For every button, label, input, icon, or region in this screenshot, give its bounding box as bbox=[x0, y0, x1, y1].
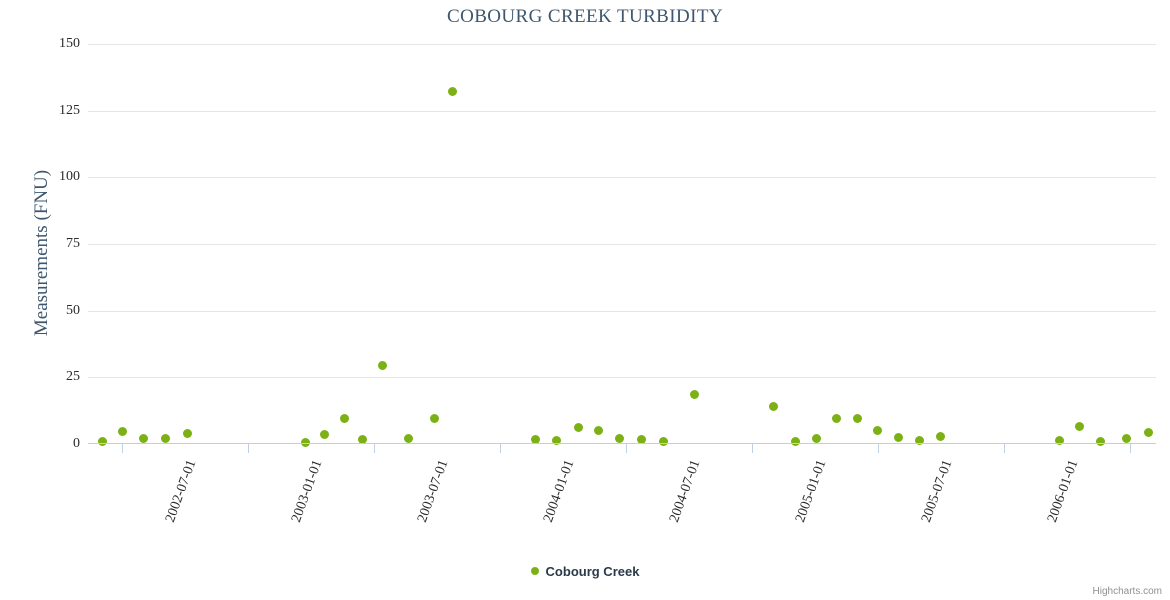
data-point[interactable] bbox=[893, 432, 903, 442]
y-tick-labels: 0 25 50 75 100 125 150 bbox=[59, 36, 1156, 451]
x-tick-mark bbox=[752, 444, 753, 453]
data-point[interactable] bbox=[447, 86, 457, 96]
gridline bbox=[88, 44, 1156, 45]
data-point[interactable] bbox=[300, 437, 310, 447]
x-tick-label: 2003-07-01 bbox=[414, 458, 452, 525]
x-tick-mark bbox=[248, 444, 249, 453]
data-point[interactable] bbox=[429, 413, 439, 423]
data-point[interactable] bbox=[1121, 433, 1131, 443]
data-point[interactable] bbox=[768, 401, 778, 411]
data-point[interactable] bbox=[1143, 427, 1153, 437]
data-point[interactable] bbox=[551, 435, 561, 445]
y-tick-label: 75 bbox=[66, 236, 80, 251]
data-point[interactable] bbox=[182, 428, 192, 438]
data-point[interactable] bbox=[403, 433, 413, 443]
data-point[interactable] bbox=[319, 429, 329, 439]
data-point[interactable] bbox=[138, 433, 148, 443]
data-point[interactable] bbox=[339, 413, 349, 423]
data-point[interactable] bbox=[160, 433, 170, 443]
x-tick-label: 2004-01-01 bbox=[540, 458, 578, 525]
x-tick-label: 2002-07-01 bbox=[162, 458, 200, 525]
data-point[interactable] bbox=[658, 436, 668, 446]
x-tick-label: 2004-07-01 bbox=[666, 458, 704, 525]
data-point[interactable] bbox=[357, 434, 367, 444]
data-point[interactable] bbox=[530, 434, 540, 444]
x-tick-mark bbox=[626, 444, 627, 453]
data-point[interactable] bbox=[1074, 421, 1084, 431]
legend-item-label: Cobourg Creek bbox=[545, 564, 640, 580]
x-tick-mark bbox=[500, 444, 501, 453]
x-tick-label: 2006-01-01 bbox=[1044, 458, 1082, 525]
y-tick-label: 150 bbox=[59, 36, 80, 51]
x-axis-labels: 2002-07-01 2003-01-01 2003-07-01 2004-01-01… bbox=[88, 444, 1156, 554]
gridline bbox=[88, 177, 1156, 179]
data-point[interactable] bbox=[811, 433, 821, 443]
x-tick-label: 2003-01-01 bbox=[288, 458, 326, 525]
data-point[interactable] bbox=[1095, 436, 1105, 446]
gridline bbox=[88, 310, 1156, 312]
y-tick-label: 0 bbox=[73, 436, 80, 451]
data-point[interactable] bbox=[935, 431, 945, 441]
data-point[interactable] bbox=[97, 436, 107, 446]
data-point[interactable] bbox=[1054, 435, 1064, 445]
plot-area: 0 25 50 75 100 125 150 bbox=[59, 36, 1156, 451]
data-point[interactable] bbox=[852, 413, 862, 423]
legend-marker-icon bbox=[530, 566, 539, 575]
data-point[interactable] bbox=[636, 434, 646, 444]
x-tick-label: 2005-01-01 bbox=[792, 458, 830, 525]
x-tick-mark bbox=[878, 444, 879, 453]
data-point[interactable] bbox=[614, 433, 624, 443]
legend-item-cobourg-creek[interactable]: Cobourg Creek bbox=[530, 563, 640, 581]
y-tick-label: 25 bbox=[66, 369, 80, 385]
credits-link[interactable]: Highcharts.com bbox=[1092, 586, 1162, 597]
data-point[interactable] bbox=[573, 422, 583, 432]
data-point[interactable] bbox=[689, 389, 699, 399]
y-tick-label: 50 bbox=[66, 302, 80, 318]
data-point[interactable] bbox=[872, 425, 882, 435]
chart-legend: Cobourg Creek bbox=[0, 563, 1170, 581]
x-axis-line bbox=[88, 443, 1156, 444]
chart-title: COBOURG CREEK TURBIDITY bbox=[447, 6, 723, 27]
x-tick-mark bbox=[374, 444, 375, 453]
data-point[interactable] bbox=[117, 426, 127, 436]
data-point[interactable] bbox=[790, 436, 800, 446]
data-point[interactable] bbox=[831, 413, 841, 423]
x-tick-label: 2005-07-01 bbox=[918, 458, 956, 525]
data-point[interactable] bbox=[593, 425, 603, 435]
gridline bbox=[88, 377, 1156, 379]
x-tick-mark bbox=[1130, 444, 1131, 453]
data-point[interactable] bbox=[377, 360, 387, 370]
gridline bbox=[88, 110, 1156, 112]
y-tick-label: 100 bbox=[59, 169, 80, 185]
y-axis-title: Measurements (FNU) bbox=[31, 169, 52, 337]
y-tick-label: 125 bbox=[59, 102, 80, 118]
data-point[interactable] bbox=[914, 435, 924, 445]
x-tick-mark bbox=[122, 444, 123, 453]
gridline bbox=[88, 244, 1156, 245]
x-tick-mark bbox=[1004, 444, 1005, 453]
